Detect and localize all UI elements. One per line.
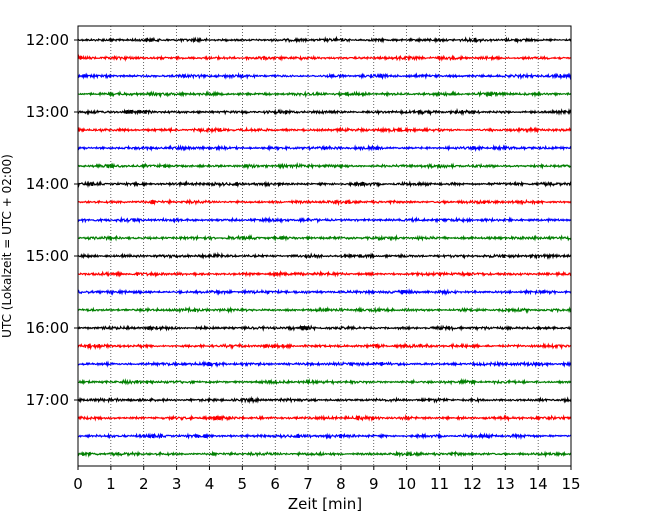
trace-1345	[77, 161, 572, 170]
trace-1330	[77, 144, 572, 152]
x-tick-label-15: 15	[561, 475, 580, 493]
trace-1530	[77, 288, 572, 297]
x-tick-label-1: 1	[106, 475, 116, 493]
trace-1615	[77, 342, 572, 351]
trace-1230	[77, 72, 572, 80]
y-tick-label-5: 17:00	[26, 391, 69, 409]
x-tick-label-4: 4	[205, 475, 215, 493]
trace-1715	[77, 413, 572, 422]
trace-1645	[77, 377, 572, 386]
seismogram-traces	[77, 35, 572, 458]
trace-1745	[77, 450, 572, 458]
y-tick-label-0: 12:00	[26, 31, 69, 49]
trace-1700	[77, 395, 572, 405]
y-axis-label: UTC (Lokalzeit = UTC + 02:00)	[0, 154, 14, 338]
x-tick-label-6: 6	[270, 475, 280, 493]
x-axis-ticks: 0 1 2 3 4 5 6 7 8 9 10 11 12 13 14 15	[73, 466, 581, 493]
trace-1545	[77, 305, 572, 314]
x-axis-label: Zeit [min]	[288, 495, 362, 513]
trace-1215	[77, 54, 572, 62]
trace-1300	[77, 107, 572, 117]
trace-1200	[77, 35, 572, 44]
vertical-grid	[110, 26, 539, 466]
x-tick-label-11: 11	[430, 475, 449, 493]
trace-1630	[77, 360, 572, 368]
y-tick-label-3: 15:00	[26, 247, 69, 265]
trace-1400	[77, 179, 572, 189]
x-tick-label-12: 12	[463, 475, 482, 493]
trace-1445	[77, 234, 572, 242]
y-axis-ticks: 12:00 13:00 14:00 15:00 16:00 17:00	[26, 31, 78, 409]
x-tick-label-5: 5	[238, 475, 248, 493]
trace-1430	[77, 216, 572, 224]
y-tick-label-4: 16:00	[26, 319, 69, 337]
x-tick-label-13: 13	[496, 475, 515, 493]
trace-1515	[77, 270, 572, 278]
trace-1415	[77, 198, 572, 207]
x-tick-label-2: 2	[139, 475, 149, 493]
x-tick-label-8: 8	[336, 475, 346, 493]
x-tick-label-0: 0	[73, 475, 83, 493]
y-tick-label-2: 14:00	[26, 175, 69, 193]
x-tick-label-7: 7	[303, 475, 313, 493]
trace-1730	[77, 432, 572, 441]
x-tick-label-14: 14	[529, 475, 548, 493]
x-tick-label-10: 10	[397, 475, 416, 493]
trace-1600	[77, 324, 572, 332]
y-tick-label-1: 13:00	[26, 103, 69, 121]
trace-1315	[77, 126, 572, 134]
plot-frame	[77, 25, 572, 467]
trace-1245	[77, 90, 572, 99]
x-tick-label-3: 3	[172, 475, 182, 493]
x-tick-label-9: 9	[369, 475, 379, 493]
trace-1500	[77, 251, 572, 261]
